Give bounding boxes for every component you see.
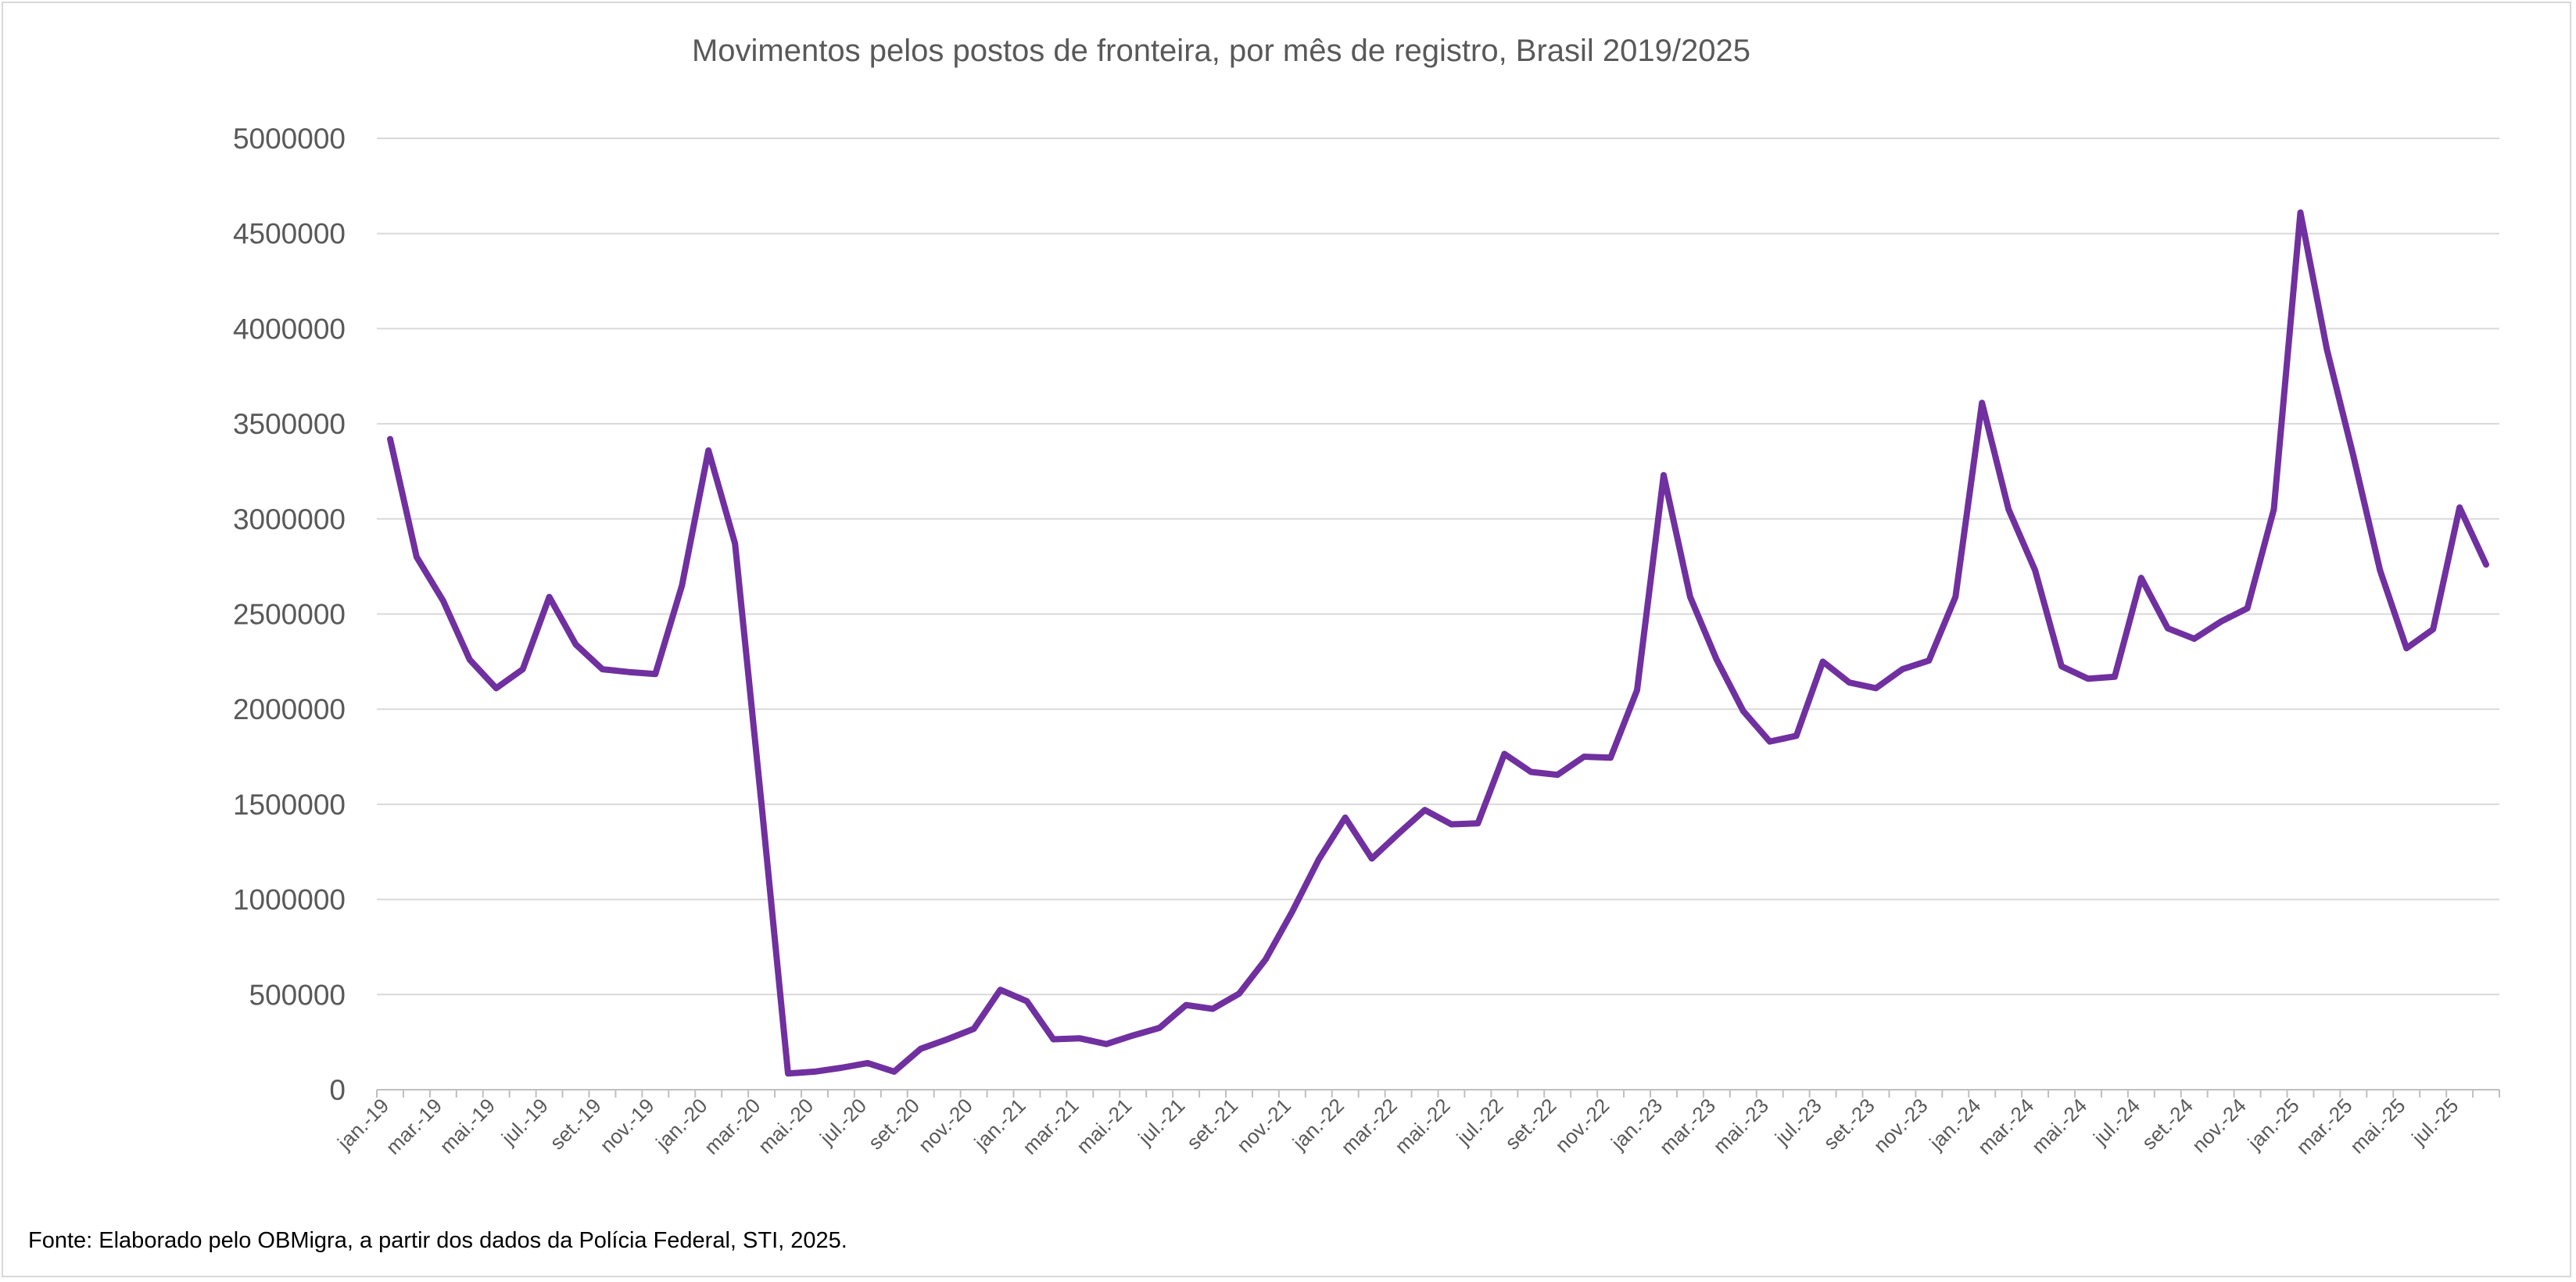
x-tick-label: jul.-25 xyxy=(2406,1094,2463,1150)
chart-title: Movimentos pelos postos de fronteira, po… xyxy=(692,34,1750,68)
x-tick-label: mai.-20 xyxy=(754,1094,819,1158)
x-tick-label: mar.-23 xyxy=(1655,1094,1721,1159)
x-tick-label: jul.-20 xyxy=(815,1094,871,1150)
x-tick-label: mai.-24 xyxy=(2027,1094,2092,1158)
y-tick-label: 4500000 xyxy=(233,218,346,250)
y-tick-label: 0 xyxy=(329,1074,346,1106)
y-tick-label: 2000000 xyxy=(233,693,346,725)
x-tick-label: mar.-24 xyxy=(1973,1094,2039,1159)
y-tick-label: 4000000 xyxy=(233,313,346,345)
x-tick-label: nov.-19 xyxy=(595,1094,658,1157)
x-tick-label: nov.-24 xyxy=(2187,1094,2251,1157)
gridlines xyxy=(377,138,2499,996)
y-tick-label: 3000000 xyxy=(233,503,346,535)
y-tick-label: 500000 xyxy=(249,979,346,1011)
x-tick-label: set.-22 xyxy=(1500,1094,1560,1154)
x-axis: jan.-19mar.-19mai.-19jul.-19set.-19nov.-… xyxy=(332,1089,2500,1159)
x-tick-label: mai.-25 xyxy=(2345,1094,2410,1158)
series-layer xyxy=(387,209,2489,1077)
y-tick-label: 2500000 xyxy=(233,599,346,631)
x-tick-label: set.-23 xyxy=(1818,1094,1879,1154)
x-tick-label: mar.-20 xyxy=(700,1094,765,1159)
x-tick-label: jul.-24 xyxy=(2088,1094,2144,1150)
x-tick-label: jul.-22 xyxy=(1452,1094,1508,1150)
y-tick-label: 3500000 xyxy=(233,408,346,440)
x-tick-label: set.-24 xyxy=(2137,1094,2198,1154)
series-line xyxy=(387,209,2489,1077)
x-tick-label: mar.-21 xyxy=(1018,1094,1084,1159)
x-tick-label: mar.-22 xyxy=(1336,1094,1402,1159)
x-tick-label: nov.-20 xyxy=(914,1094,977,1157)
x-tick-label: nov.-22 xyxy=(1550,1094,1614,1157)
x-tick-label: set.-20 xyxy=(864,1094,924,1154)
x-tick-label: mai.-22 xyxy=(1390,1094,1455,1158)
x-tick-label: set.-19 xyxy=(545,1094,605,1154)
y-tick-label: 1500000 xyxy=(233,789,346,821)
x-tick-label: nov.-23 xyxy=(1868,1094,1932,1157)
x-tick-label: mai.-23 xyxy=(1708,1094,1773,1158)
x-tick-label: mar.-19 xyxy=(382,1094,447,1159)
x-tick-label: jul.-19 xyxy=(496,1094,553,1150)
x-tick-label: set.-21 xyxy=(1182,1094,1242,1154)
y-axis: 0 500000 1000000 1500000 2000000 2500000 30000… xyxy=(233,123,346,1106)
y-tick-label: 5000000 xyxy=(233,123,346,155)
x-tick-label: mai.-19 xyxy=(435,1094,500,1158)
source-note: Fonte: Elaborado pelo OBMigra, a partir … xyxy=(28,1228,847,1253)
x-tick-label: mar.-25 xyxy=(2291,1094,2357,1159)
x-tick-label: mai.-21 xyxy=(1072,1094,1137,1158)
x-tick-label: jul.-23 xyxy=(1770,1094,1826,1150)
x-tick-label: nov.-21 xyxy=(1232,1094,1295,1157)
y-tick-label: 1000000 xyxy=(233,884,346,916)
x-tick-label: jul.-21 xyxy=(1133,1094,1189,1150)
